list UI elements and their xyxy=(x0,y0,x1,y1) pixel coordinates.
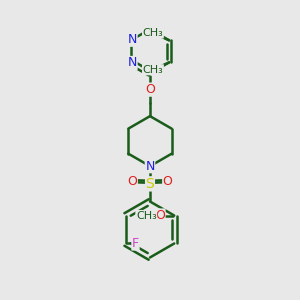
Text: N: N xyxy=(145,160,155,173)
Text: CH₃: CH₃ xyxy=(142,65,163,75)
Text: O: O xyxy=(163,175,172,188)
Text: N: N xyxy=(128,56,137,70)
Text: CH₃: CH₃ xyxy=(142,28,163,38)
Text: F: F xyxy=(132,237,139,250)
Text: O: O xyxy=(128,175,137,188)
Text: CH₃: CH₃ xyxy=(136,211,157,220)
Text: O: O xyxy=(155,209,165,222)
Text: O: O xyxy=(145,83,155,96)
Text: S: S xyxy=(146,177,154,191)
Text: N: N xyxy=(128,33,137,46)
